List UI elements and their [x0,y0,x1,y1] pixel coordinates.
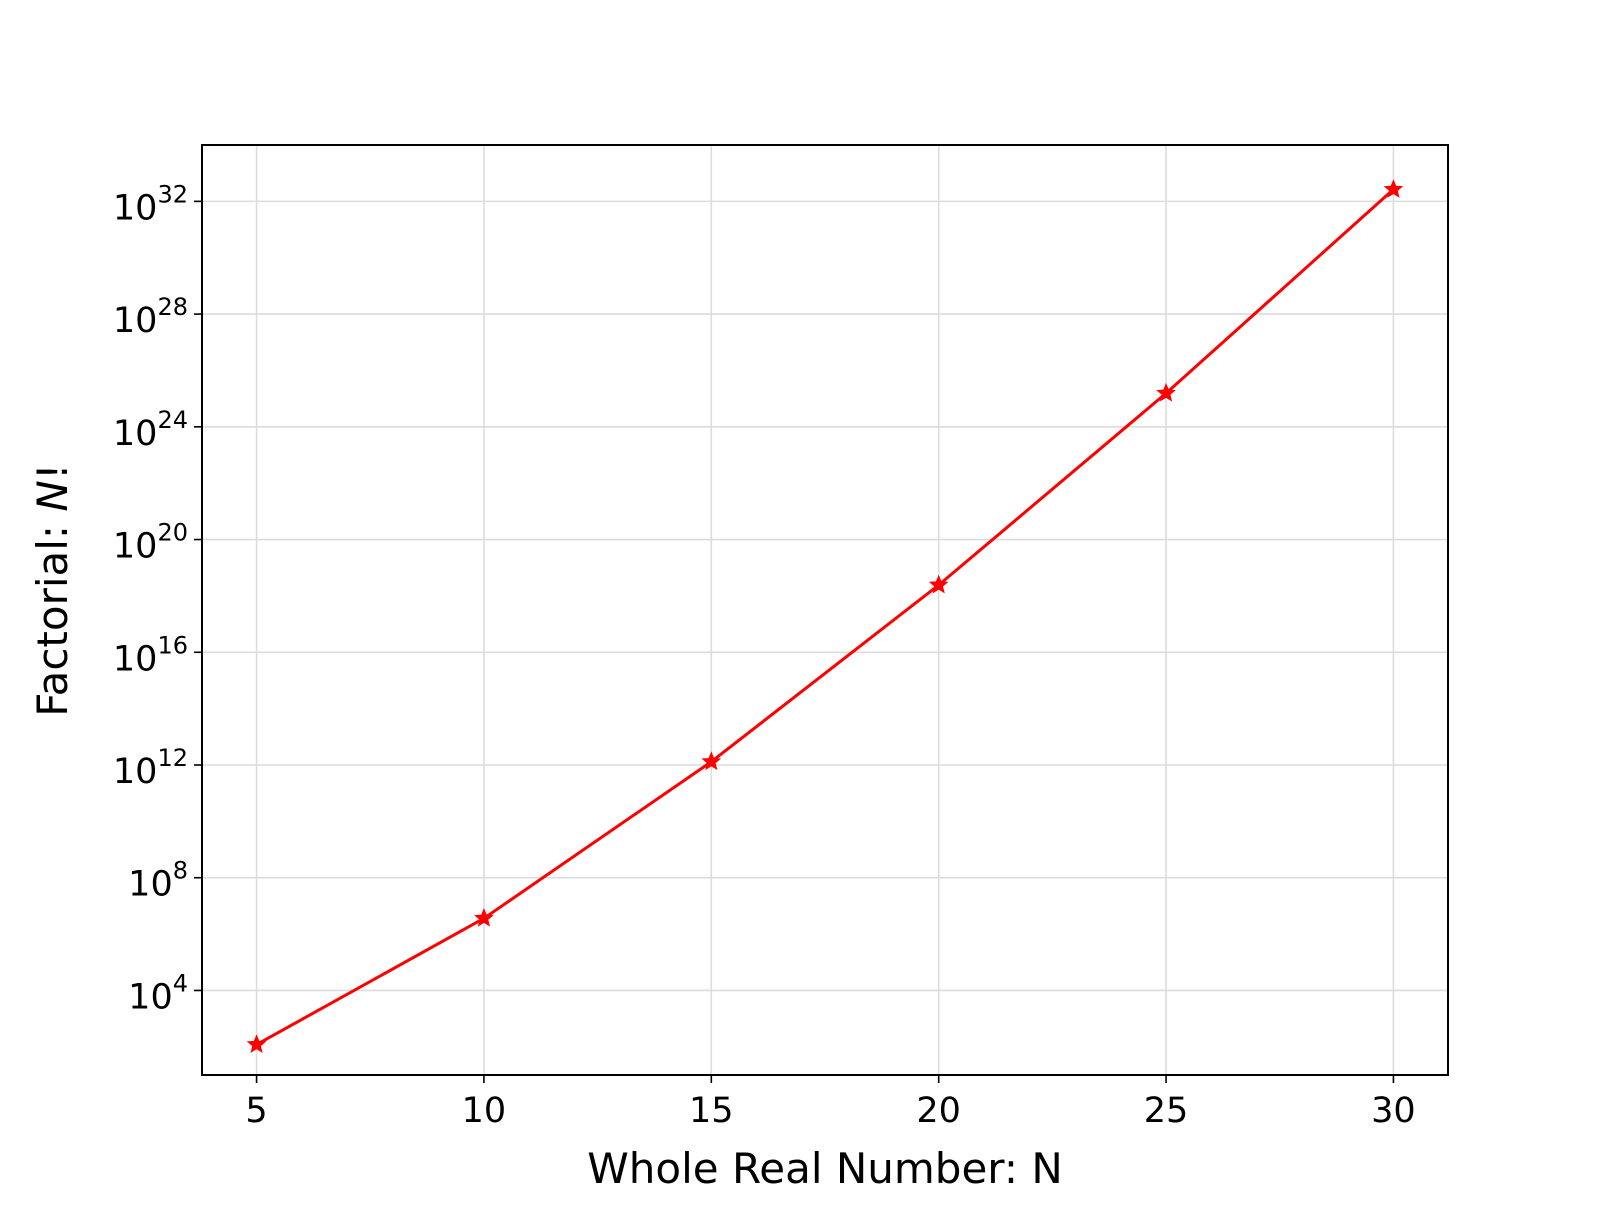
y-tick-exponent: 8 [173,857,188,885]
y-axis-title-prefix: Factorial: [28,512,77,717]
y-tick-base: 10 [128,977,173,1017]
y-tick-exponent: 16 [157,631,188,659]
y-tick-base: 10 [113,188,158,228]
y-tick-exponent: 4 [173,969,188,997]
y-tick-base: 10 [113,527,158,567]
x-tick-label: 15 [689,1091,734,1131]
y-axis-title-suffix: ! [28,463,77,480]
x-axis-ticks: 5 10 15 20 25 30 [245,1075,1416,1131]
y-tick-label: 104 [128,969,188,1017]
data-series [246,179,1404,1053]
y-tick-base: 10 [113,414,158,454]
y-tick-label: 1016 [113,631,188,679]
y-tick-exponent: 20 [157,519,188,547]
series-line [255,188,1395,1046]
x-axis-title: Whole Real Number: N [587,1144,1063,1193]
y-tick-label: 1020 [113,519,188,567]
x-tick-label: 25 [1144,1091,1189,1131]
y-tick-base: 10 [113,639,158,679]
x-tick-label: 10 [462,1091,507,1131]
y-axis-title: Factorial: N! [28,463,77,716]
y-tick-label: 1028 [113,293,188,341]
x-tick-label: 20 [916,1091,961,1131]
y-tick-base: 10 [128,865,173,905]
y-tick-label: 1024 [113,406,188,454]
y-axis-title-variable: N [28,480,77,511]
data-point-star-marker [246,1034,267,1053]
x-tick-label: 5 [245,1091,267,1131]
y-tick-exponent: 32 [157,180,188,208]
y-tick-exponent: 28 [157,293,188,321]
y-tick-label: 1012 [113,744,188,792]
y-tick-exponent: 24 [157,406,188,434]
grid-lines [202,145,1448,1075]
x-tick-label: 30 [1371,1091,1416,1131]
data-point-star-marker [474,907,494,927]
y-tick-base: 10 [113,752,158,792]
data-point-star-marker [1383,179,1404,198]
y-tick-exponent: 12 [157,744,188,772]
y-tick-label: 1032 [113,180,188,228]
plot-area-frame [201,144,1449,1076]
data-point-star-marker [701,751,722,771]
data-point-star-marker [1156,382,1176,402]
y-tick-base: 10 [113,301,158,341]
y-tick-label: 108 [128,857,188,905]
data-point-star-marker [928,574,949,594]
